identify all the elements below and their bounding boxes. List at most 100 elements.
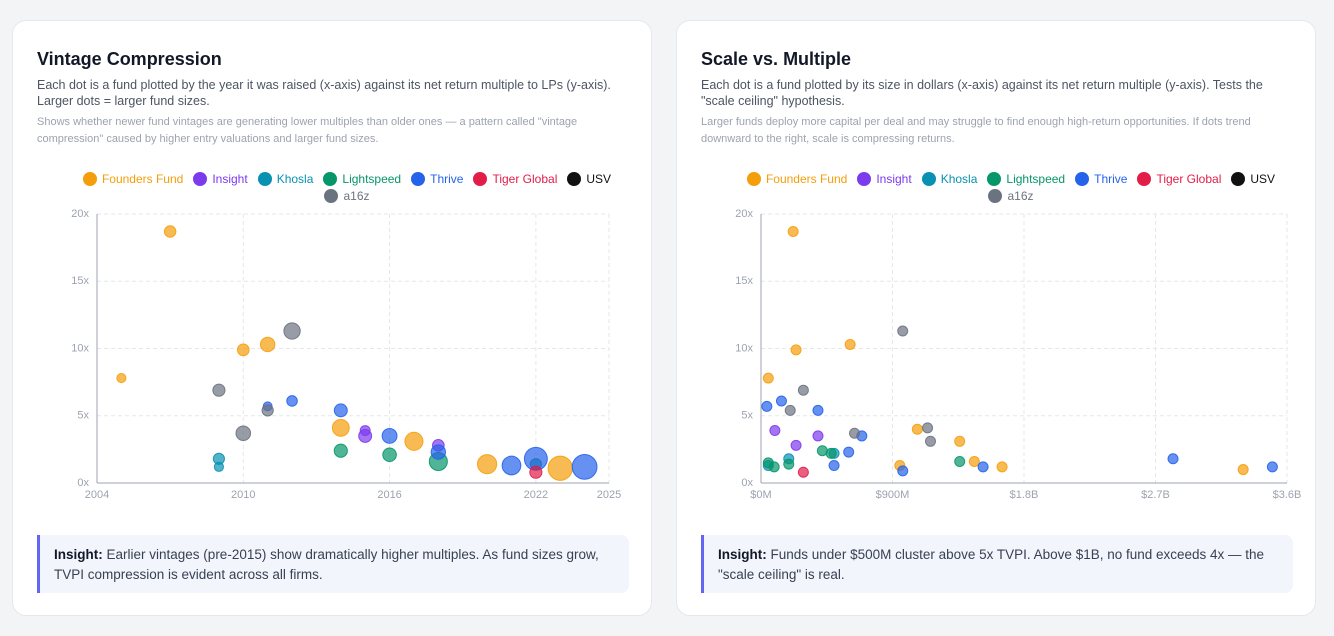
x-tick-label: 2016: [377, 489, 401, 501]
x-tick-label: 2025: [597, 489, 621, 501]
chart-card: 0x 5x 10x 15x 20x $0M $900M $1.8B $2.7B $3.6B Sca…: [676, 20, 1316, 616]
data-point: [797, 466, 809, 478]
legend-label: Tiger Global: [492, 172, 558, 186]
x-tick-label: 2010: [231, 489, 255, 501]
chart-card: 0x 5x 10x 15x 20x 2004 2010 2016 2022 2025 Vintag…: [12, 20, 652, 616]
data-point: [477, 454, 498, 475]
y-tick-label: 0x: [741, 477, 753, 489]
data-point: [844, 338, 856, 350]
legend-label: Thrive: [430, 172, 464, 186]
legend-item[interactable]: Founders Fund: [746, 172, 848, 186]
insight-label: Insight:: [718, 547, 767, 562]
data-point: [977, 461, 989, 473]
data-point: [261, 404, 274, 417]
data-point: [897, 325, 909, 337]
legend-swatch: [567, 172, 582, 186]
legend-item[interactable]: Lightspeed: [323, 172, 401, 186]
data-point: [797, 384, 809, 396]
x-tick-label: 2004: [85, 489, 109, 501]
x-tick-label: $0M: [750, 489, 771, 501]
data-point: [924, 435, 936, 447]
y-tick-label: 20x: [735, 208, 753, 220]
data-point: [954, 435, 966, 447]
data-point: [784, 404, 796, 416]
legend-item[interactable]: Thrive: [1075, 172, 1127, 186]
y-tick-label: 0x: [77, 477, 89, 489]
legend-swatch: [857, 172, 872, 186]
data-point: [1237, 464, 1249, 476]
data-point: [259, 336, 276, 353]
y-tick-label: 20x: [71, 208, 89, 220]
data-point: [1167, 453, 1179, 465]
legend: Founders Fund Insight Khosla Lightspeed Thri…: [77, 172, 617, 203]
y-tick-label: 10x: [735, 342, 753, 354]
data-point: [212, 383, 226, 397]
legend-label: a16z: [1007, 189, 1034, 203]
data-point: [333, 443, 348, 458]
data-point: [1266, 461, 1278, 473]
legend-swatch: [1231, 172, 1246, 186]
legend-label: a16z: [343, 189, 370, 203]
legend-item[interactable]: Lightspeed: [987, 172, 1065, 186]
legend-swatch: [411, 172, 426, 186]
legend-swatch: [987, 172, 1002, 186]
data-point: [790, 344, 802, 356]
chart-description: Each dot is a fund plotted by the year i…: [37, 78, 611, 108]
legend-label: Thrive: [1094, 172, 1128, 186]
legend-item[interactable]: Khosla: [921, 172, 977, 186]
data-point: [954, 455, 966, 467]
legend-label: Insight: [876, 172, 912, 186]
chart-title: Vintage Compression: [37, 49, 222, 69]
data-point: [235, 425, 252, 442]
data-point: [849, 427, 861, 439]
legend-item[interactable]: Tiger Global: [1137, 172, 1221, 186]
data-point: [212, 452, 225, 465]
legend-item[interactable]: Tiger Global: [473, 172, 557, 186]
legend: Founders Fund Insight Khosla Lightspeed Thri…: [741, 172, 1281, 203]
y-tick-label: 5x: [77, 410, 89, 422]
data-point: [333, 403, 348, 418]
data-point: [547, 455, 573, 481]
legend-item[interactable]: Khosla: [257, 172, 313, 186]
chart: 0x 5x 10x 15x 20x $0M $900M $1.8B $2.7B $3.6B: [735, 208, 1302, 501]
chart-note: Larger funds deploy more capital per dea…: [701, 116, 1251, 145]
legend-item[interactable]: USV: [567, 172, 611, 186]
legend-label: USV: [586, 172, 612, 186]
data-point: [359, 425, 371, 437]
legend-item[interactable]: Insight: [193, 172, 248, 186]
legend-swatch: [82, 172, 97, 186]
legend-item[interactable]: a16z: [988, 189, 1034, 203]
data-point: [404, 431, 424, 451]
data-point: [897, 465, 909, 477]
legend-item[interactable]: USV: [1231, 172, 1275, 186]
legend-item[interactable]: Founders Fund: [82, 172, 184, 186]
data-point: [812, 404, 824, 416]
x-tick-label: $1.8B: [1010, 489, 1039, 501]
data-point: [762, 372, 774, 384]
data-point: [382, 447, 397, 463]
legend-swatch: [921, 172, 936, 186]
legend-label: Founders Fund: [765, 172, 848, 186]
data-point: [968, 455, 980, 467]
insight-box: Insight: Funds under $500M cluster above…: [701, 535, 1293, 593]
data-point: [843, 446, 855, 458]
chart: 0x 5x 10x 15x 20x 2004 2010 2016 2022 2025: [71, 208, 621, 501]
legend-item[interactable]: a16z: [324, 189, 370, 203]
y-tick-label: 5x: [741, 410, 753, 422]
data-point: [790, 439, 802, 451]
data-point: [775, 395, 787, 407]
data-point: [501, 455, 522, 476]
legend-item[interactable]: Thrive: [411, 172, 463, 186]
data-point: [116, 373, 127, 384]
legend-item[interactable]: Insight: [857, 172, 912, 186]
legend-label: Founders Fund: [101, 172, 184, 186]
data-point: [922, 422, 934, 434]
data-point: [769, 425, 781, 437]
data-point: [236, 343, 250, 357]
legend-swatch: [324, 189, 339, 203]
chart-description: Each dot is a fund plotted by its size i…: [701, 78, 1263, 108]
insight-box: Insight: Earlier vintages (pre-2015) sho…: [37, 535, 629, 593]
data-point: [430, 444, 447, 460]
legend-label: Tiger Global: [1156, 172, 1222, 186]
x-tick-label: $3.6B: [1273, 489, 1302, 501]
